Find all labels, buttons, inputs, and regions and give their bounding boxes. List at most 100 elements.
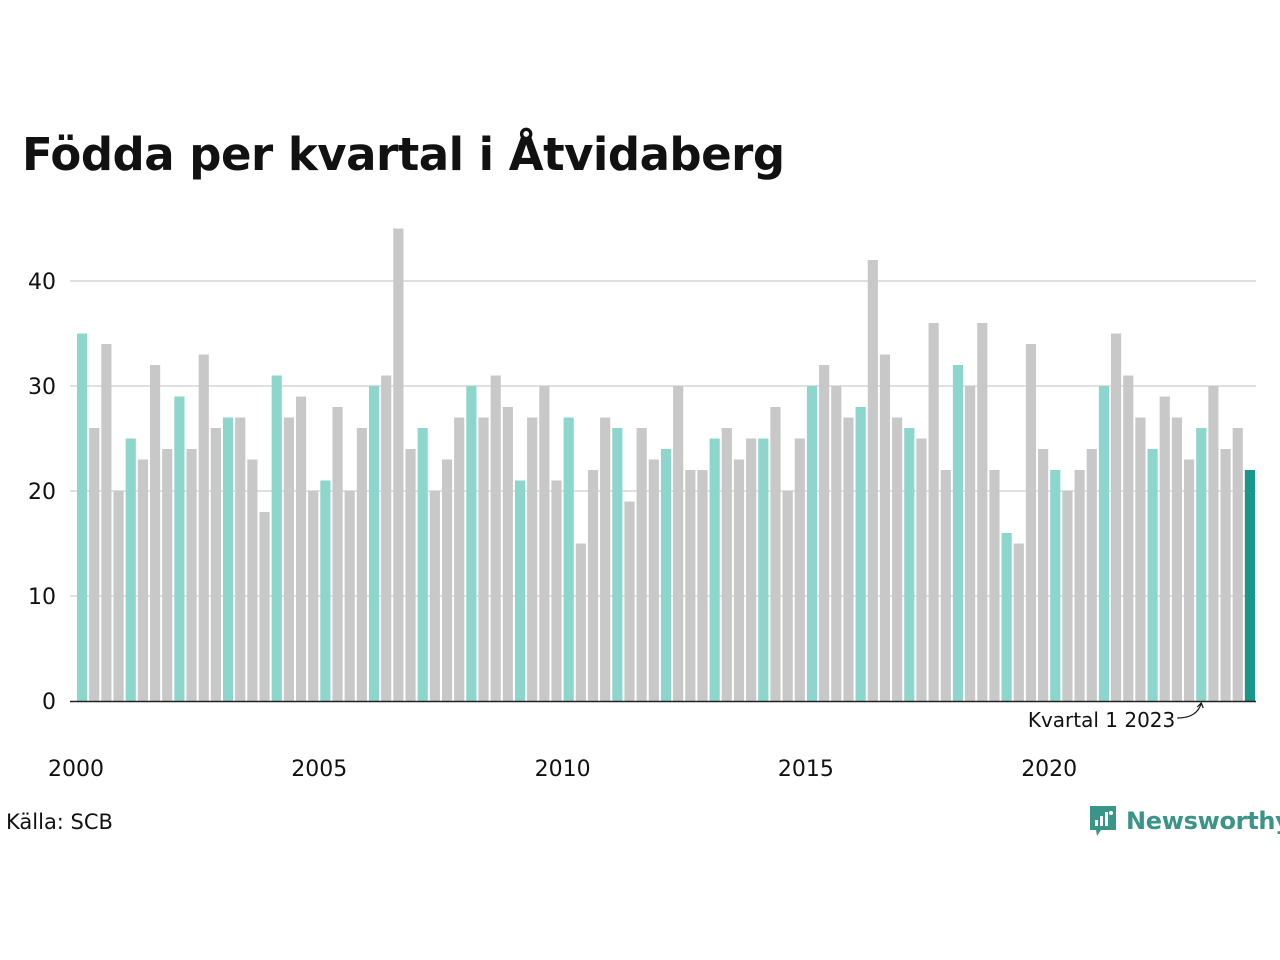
y-tick-label: 10	[28, 585, 56, 610]
annotation-arrow	[1177, 701, 1204, 719]
bar	[673, 386, 684, 701]
bar	[843, 417, 854, 701]
bar	[575, 543, 586, 701]
bar	[186, 449, 197, 701]
bar	[368, 386, 380, 701]
bar	[527, 417, 538, 701]
bar	[417, 428, 428, 701]
bar	[466, 386, 477, 701]
bar	[1013, 543, 1024, 701]
bar	[162, 449, 173, 701]
bar	[332, 407, 343, 701]
bar	[490, 375, 501, 701]
bar	[636, 428, 647, 701]
bar	[879, 354, 891, 701]
bar	[1159, 396, 1170, 701]
bar	[539, 386, 550, 701]
bar	[454, 417, 465, 701]
bar	[660, 449, 672, 701]
bar	[429, 491, 440, 701]
bar	[247, 459, 258, 701]
bar	[514, 480, 526, 701]
bar	[819, 365, 830, 701]
x-tick-label: 2005	[291, 757, 347, 782]
bar	[77, 333, 88, 701]
bar	[782, 491, 793, 701]
bar	[308, 491, 319, 701]
bar	[174, 396, 185, 701]
bar	[1208, 386, 1219, 701]
bar	[1111, 333, 1122, 701]
bar	[295, 396, 307, 701]
bar	[381, 375, 392, 701]
bar	[746, 438, 757, 701]
bar	[709, 438, 720, 701]
bar	[441, 459, 453, 701]
bar	[892, 417, 903, 701]
bar	[965, 386, 976, 701]
brand: Newsworthy	[1088, 804, 1280, 838]
y-tick-label: 20	[28, 480, 56, 505]
annotation-label: Kvartal 1 2023	[1028, 708, 1175, 732]
y-tick-label: 30	[28, 375, 56, 400]
bar	[271, 375, 282, 701]
bar	[758, 438, 769, 701]
bar	[831, 386, 842, 701]
bar-chart: 0 10 20 30 40 2000 2005 2010 2015 2020 Kvartal 1…	[28, 228, 1256, 782]
bar	[1123, 375, 1134, 701]
bar	[125, 438, 136, 701]
bar	[624, 501, 635, 701]
bar	[149, 365, 161, 701]
x-tick-label: 2000	[48, 757, 104, 782]
bar	[113, 491, 124, 701]
bar	[320, 480, 331, 701]
bar	[989, 470, 1000, 701]
bar	[283, 417, 294, 701]
bar	[1086, 449, 1097, 701]
bar	[1196, 428, 1207, 701]
bar	[235, 417, 246, 701]
bar	[478, 417, 489, 701]
x-axis-ticks: 2000 2005 2010 2015 2020	[48, 757, 1077, 782]
bar	[977, 323, 988, 701]
bar	[721, 428, 732, 701]
bar	[393, 228, 404, 701]
bar	[1184, 459, 1195, 701]
y-tick-label: 0	[42, 690, 56, 715]
bar	[1062, 491, 1073, 701]
bar	[222, 417, 234, 701]
bar	[806, 386, 818, 701]
bar	[1171, 417, 1183, 701]
bar	[502, 407, 513, 701]
bar	[697, 470, 708, 701]
bar	[344, 491, 355, 701]
bar	[952, 365, 964, 701]
bar	[1244, 470, 1255, 701]
bar	[1025, 344, 1037, 701]
bar	[685, 470, 696, 701]
bar	[904, 428, 915, 701]
chart-title: Födda per kvartal i Åtvidaberg	[22, 128, 785, 181]
bar	[855, 407, 866, 701]
bar	[1001, 533, 1012, 701]
bar	[587, 470, 599, 701]
bar	[89, 428, 100, 701]
bar	[101, 344, 112, 701]
bar	[1050, 470, 1061, 701]
bar	[563, 417, 574, 701]
newsworthy-logo-icon	[1090, 806, 1116, 836]
bar	[356, 428, 367, 701]
x-tick-label: 2020	[1021, 757, 1077, 782]
bar	[867, 260, 878, 701]
bar	[1098, 386, 1110, 701]
bar	[259, 512, 270, 701]
bar	[940, 470, 951, 701]
bar	[405, 449, 416, 701]
x-tick-label: 2015	[778, 757, 834, 782]
bar	[137, 459, 148, 701]
bars	[77, 228, 1255, 701]
bar	[916, 438, 927, 701]
y-axis-ticks: 0 10 20 30 40	[28, 270, 56, 715]
bar	[928, 323, 939, 701]
bar	[794, 438, 805, 701]
